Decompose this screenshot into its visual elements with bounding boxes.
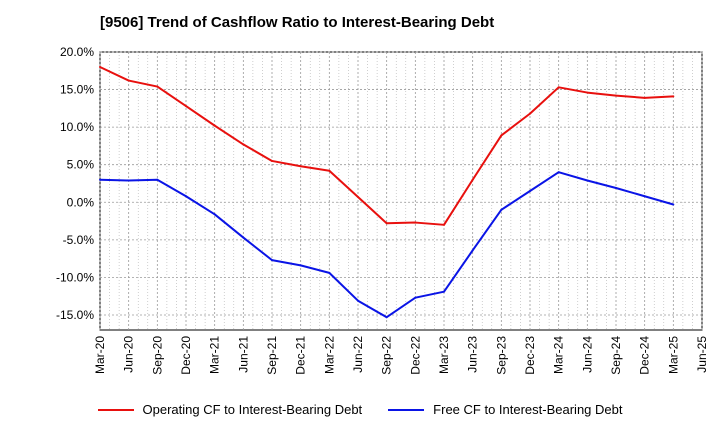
x-tick-label: Jun-23: [466, 336, 480, 373]
data-point-free-cf: [414, 296, 417, 299]
data-point-operating-cf: [615, 94, 617, 97]
data-point-free-cf: [385, 316, 388, 319]
data-point-operating-cf: [299, 165, 302, 168]
y-tick-label: 10.0%: [60, 120, 94, 134]
x-tick-label: Jun-24: [580, 336, 594, 373]
legend: Operating CF to Interest-Bearing Debt Fr…: [0, 402, 720, 417]
x-tick-label: Mar-20: [93, 336, 107, 374]
y-tick-label: -15.0%: [56, 308, 94, 322]
data-point-free-cf: [156, 178, 159, 181]
data-point-free-cf: [185, 195, 187, 198]
legend-item-free-cf: Free CF to Interest-Bearing Debt: [388, 402, 622, 417]
data-point-free-cf: [127, 179, 130, 182]
x-tick-label: Jun-22: [351, 336, 365, 373]
x-tick-label: Sep-23: [494, 336, 508, 375]
x-tick-label: Mar-22: [322, 336, 336, 374]
plot-area: [99, 51, 703, 331]
data-point-operating-cf: [529, 112, 531, 115]
data-point-free-cf: [672, 203, 675, 206]
legend-item-operating-cf: Operating CF to Interest-Bearing Debt: [97, 402, 363, 417]
data-point-free-cf: [213, 213, 216, 216]
x-tick-label: Mar-24: [552, 336, 566, 374]
data-point-operating-cf: [672, 95, 675, 98]
x-tick-label: Dec-24: [638, 336, 652, 375]
data-point-operating-cf: [185, 105, 187, 108]
data-point-free-cf: [357, 299, 359, 302]
y-tick-label: 20.0%: [60, 45, 94, 59]
data-point-free-cf: [328, 271, 331, 274]
data-point-operating-cf: [414, 221, 417, 224]
y-axis-ticks: 20.0% 15.0% 10.0% 5.0% 0.0% -5.0% -10.0% -15.0%: [56, 45, 94, 322]
data-point-free-cf: [500, 208, 503, 211]
data-point-free-cf: [615, 186, 617, 189]
data-point-free-cf: [471, 249, 474, 252]
x-tick-label: Sep-24: [609, 336, 623, 375]
legend-swatch-operating-cf: [97, 408, 134, 411]
data-point-operating-cf: [643, 96, 646, 99]
data-point-operating-cf: [271, 159, 273, 162]
data-point-free-cf: [99, 178, 101, 181]
data-point-operating-cf: [328, 169, 331, 172]
chart-title: [9506] Trend of Cashflow Ratio to Intere…: [100, 14, 495, 31]
x-tick-label: Dec-20: [179, 336, 193, 375]
legend-label-operating-cf: Operating CF to Interest-Bearing Debt: [142, 402, 363, 417]
legend-label-free-cf: Free CF to Interest-Bearing Debt: [433, 402, 623, 417]
data-point-operating-cf: [385, 222, 388, 225]
data-point-free-cf: [443, 290, 445, 293]
x-tick-label: Sep-22: [380, 336, 394, 375]
data-point-free-cf: [557, 171, 560, 174]
x-tick-label: Dec-21: [294, 336, 308, 375]
data-point-operating-cf: [156, 85, 159, 88]
y-tick-label: -10.0%: [56, 270, 94, 284]
data-point-free-cf: [271, 259, 273, 262]
data-point-operating-cf: [443, 223, 445, 226]
data-point-operating-cf: [500, 134, 503, 137]
x-tick-label: Mar-25: [666, 336, 680, 374]
data-point-free-cf: [643, 195, 646, 198]
data-point-operating-cf: [471, 178, 474, 181]
x-tick-label: Mar-23: [437, 336, 451, 374]
x-tick-label: Jun-21: [236, 336, 250, 373]
x-tick-label: Sep-21: [265, 336, 279, 375]
data-point-operating-cf: [242, 143, 245, 146]
x-axis-ticks: Mar-20 Jun-20 Sep-20 Dec-20 Mar-21 Jun-21 Sep-…: [93, 336, 709, 375]
data-point-free-cf: [529, 190, 531, 192]
data-point-operating-cf: [586, 91, 589, 94]
series-layer: [99, 66, 675, 319]
x-tick-label: Jun-20: [122, 336, 136, 373]
y-tick-label: 0.0%: [67, 195, 95, 209]
data-point-operating-cf: [213, 124, 216, 127]
x-tick-label: Mar-21: [208, 336, 222, 374]
y-tick-label: 5.0%: [67, 158, 95, 172]
x-tick-label: Dec-22: [408, 336, 422, 375]
x-tick-label: Dec-23: [523, 336, 537, 375]
data-point-free-cf: [586, 179, 589, 182]
data-point-free-cf: [299, 264, 302, 267]
legend-swatch-free-cf: [388, 408, 425, 411]
data-point-operating-cf: [127, 79, 130, 82]
data-point-free-cf: [242, 236, 245, 239]
data-point-operating-cf: [557, 86, 560, 89]
data-point-operating-cf: [99, 66, 101, 69]
x-tick-label: Sep-20: [150, 336, 164, 375]
y-tick-label: -5.0%: [63, 233, 95, 247]
data-point-operating-cf: [357, 196, 359, 199]
y-tick-label: 15.0%: [60, 83, 94, 97]
x-tick-label: Jun-25: [695, 336, 709, 373]
